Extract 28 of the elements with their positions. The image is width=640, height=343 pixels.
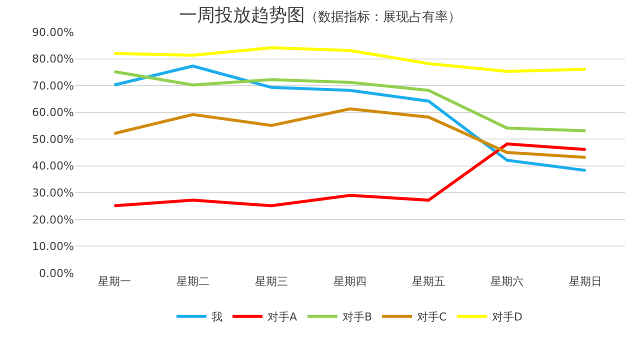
x-tick-label: 星期五 xyxy=(412,275,446,288)
x-tick-label: 星期日 xyxy=(569,275,602,288)
line-series xyxy=(112,46,588,73)
chart-subtitle: （数据指标：展现占有率） xyxy=(305,9,461,26)
line-series xyxy=(112,142,588,208)
legend-label: 对手A xyxy=(268,310,298,324)
y-tick-label: 80.00% xyxy=(32,52,74,66)
legend-label: 对手D xyxy=(492,310,523,324)
legend-label: 对手C xyxy=(417,310,448,324)
line-series xyxy=(112,70,588,132)
y-tick-label: 10.00% xyxy=(32,240,74,254)
legend-label: 对手B xyxy=(342,310,372,324)
x-tick-label: 星期四 xyxy=(334,275,366,288)
x-tick-label: 星期三 xyxy=(254,275,288,288)
y-tick-label: 40.00% xyxy=(32,160,74,173)
y-tick-label: 30.00% xyxy=(32,186,74,200)
y-tick-label: 0.00% xyxy=(39,266,74,280)
x-tick-label: 星期一 xyxy=(98,275,131,288)
y-tick-label: 20.00% xyxy=(32,213,74,226)
x-tick-label: 星期二 xyxy=(176,275,210,288)
x-tick-label: 星期六 xyxy=(490,275,524,288)
y-tick-label: 90.00% xyxy=(32,26,74,39)
y-tick-label: 50.00% xyxy=(32,132,74,146)
line-series xyxy=(112,64,588,172)
y-tick-label: 60.00% xyxy=(32,106,74,120)
line-series xyxy=(112,107,588,159)
y-tick-label: 70.00% xyxy=(32,79,74,92)
legend-label: 我 xyxy=(212,310,222,324)
